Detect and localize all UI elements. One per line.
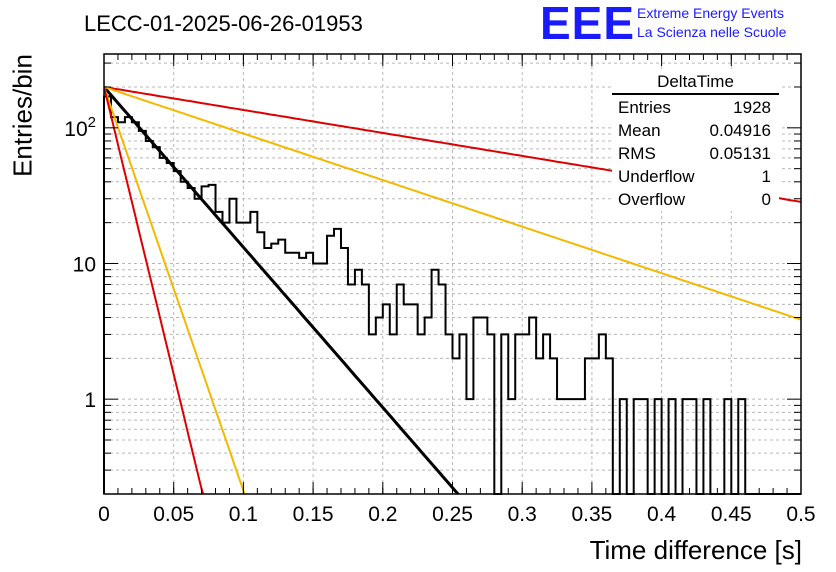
x-axis-label: Time difference [s] (589, 535, 802, 565)
x-tick-label: 0.4 (647, 503, 677, 526)
x-tick-label: 0.05 (153, 503, 194, 526)
stats-value: 0.05131 (709, 144, 771, 163)
axis-ticks: 0 0.05 0.1 0.15 0.2 0.25 0.3 0.35 0.4 0.45 0.51101… (64, 54, 816, 526)
stats-title: DeltaTime (612, 71, 779, 95)
stats-label: Underflow (618, 167, 695, 186)
x-tick-label: 0.15 (293, 503, 334, 526)
y-tick-label: 1 (84, 389, 96, 412)
y-tick-label: 10 (73, 253, 96, 276)
logo-line-2: La Scienza nelle Scuole (637, 24, 787, 40)
x-tick-label: 0.2 (368, 503, 397, 526)
fit-line (104, 86, 205, 494)
stats-value: 0 (761, 190, 771, 209)
x-tick-label: 0 (98, 503, 110, 526)
stats-box: DeltaTime Entries 1928 Mean 0.04916 RMS … (612, 71, 779, 211)
fit-line (104, 86, 801, 321)
x-tick-label: 0.3 (508, 503, 537, 526)
stats-row-mean: Mean 0.04916 (612, 119, 779, 142)
x-tick-label: 0.5 (786, 503, 815, 526)
stats-label: Entries (618, 98, 671, 117)
x-tick-label: 0.1 (229, 503, 258, 526)
stats-label: Overflow (618, 190, 686, 209)
y-tick-label: 102 (64, 114, 96, 141)
stats-row-overflow: Overflow 0 (612, 188, 779, 211)
stats-row-entries: Entries 1928 (612, 96, 779, 119)
x-tick-label: 0.45 (711, 503, 752, 526)
x-tick-label: 0.25 (432, 503, 473, 526)
chart-title: LECC-01-2025-06-26-01953 (84, 11, 363, 36)
logo-line-1: Extreme Energy Events (637, 5, 785, 21)
stats-row-rms: RMS 0.05131 (612, 142, 779, 165)
stats-value: 1928 (733, 98, 771, 117)
stats-value: 0.04916 (709, 121, 771, 140)
fit-line (104, 86, 461, 494)
eee-logo: EEE (540, 0, 636, 49)
stats-row-underflow: Underflow 1 (612, 165, 779, 188)
stats-label: Mean (618, 121, 661, 140)
stats-label: RMS (618, 144, 656, 163)
fit-line (104, 86, 246, 494)
x-tick-label: 0.35 (571, 503, 612, 526)
stats-value: 1 (761, 167, 771, 186)
y-axis-label: Entries/bin (7, 54, 38, 177)
